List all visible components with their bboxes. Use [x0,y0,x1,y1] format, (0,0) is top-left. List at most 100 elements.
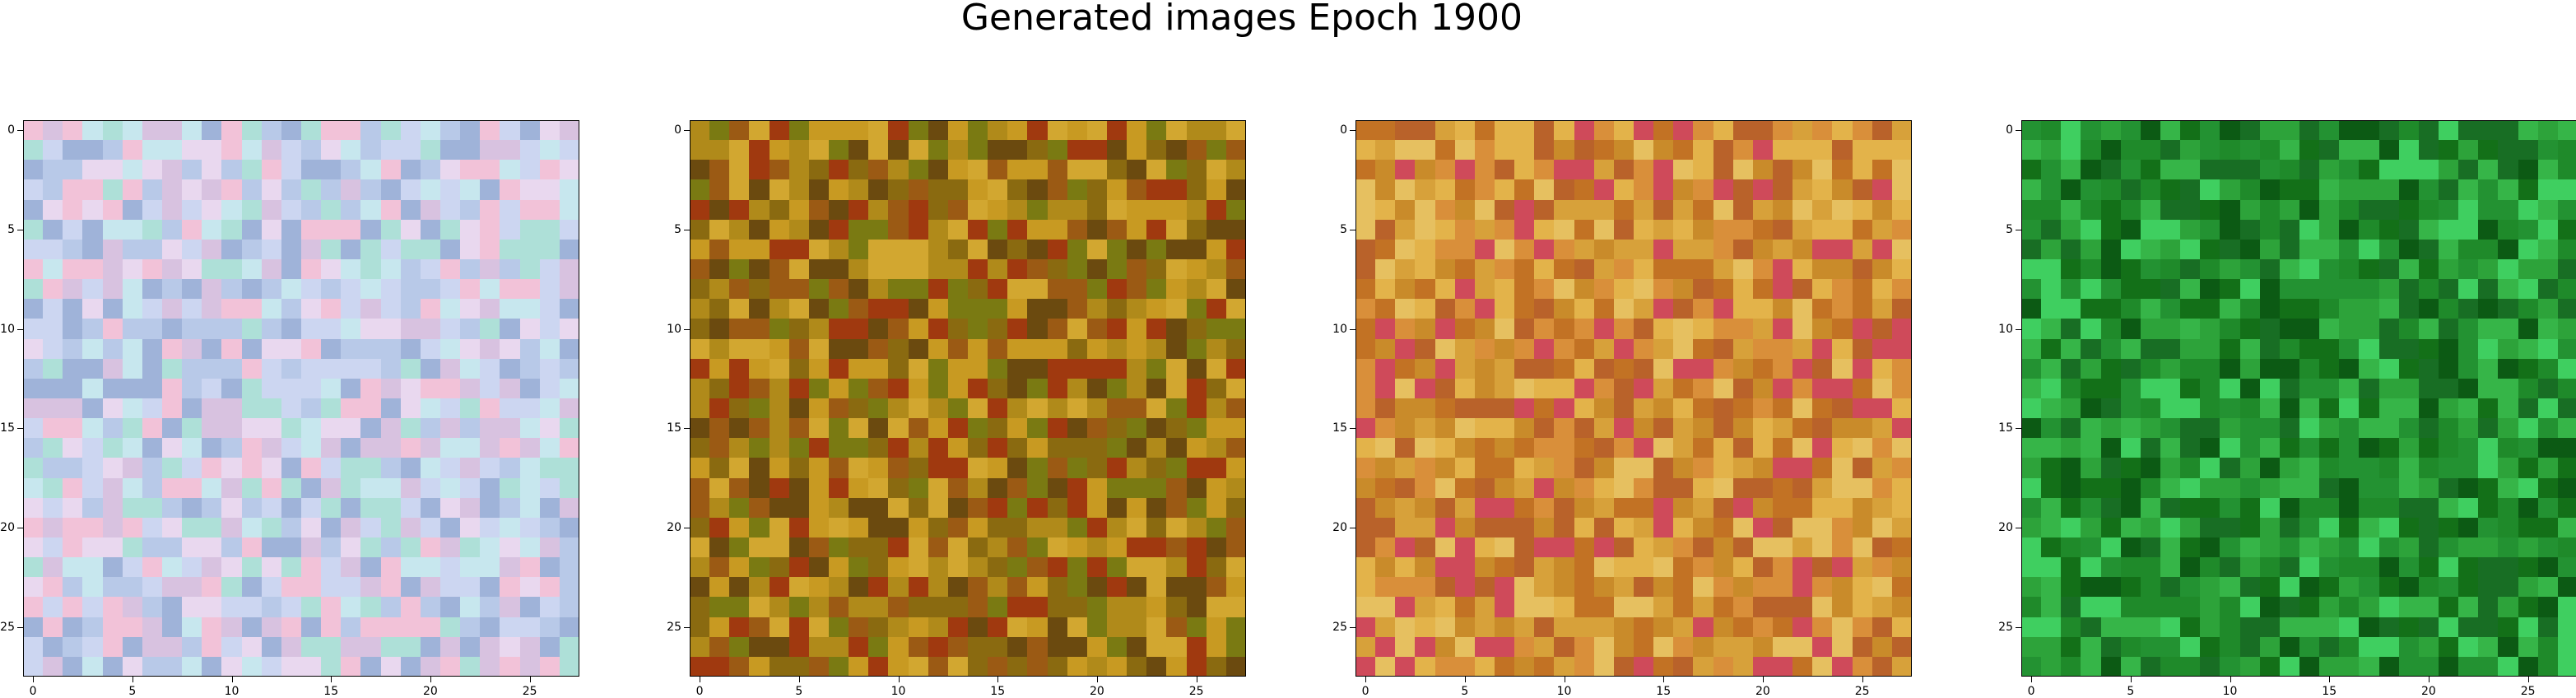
pixel [1772,199,1793,220]
pixel [439,378,461,398]
pixel [868,636,889,657]
pixel [2398,179,2419,200]
pixel [519,378,540,398]
pixel [1454,418,1475,439]
pixel [23,378,44,398]
pixel [420,258,440,280]
pixel [1832,378,1853,398]
pixel [1206,458,1226,478]
pixel [1891,299,1912,319]
pixel [788,319,809,339]
pixel [1772,517,1793,537]
pixel [1127,458,1147,478]
pixel [1127,636,1147,657]
pixel [849,140,869,161]
pixel [2279,338,2299,359]
pixel [261,537,281,558]
pixel [808,258,829,280]
pixel [1454,477,1475,498]
pixel [1852,378,1872,398]
pixel [1872,358,1892,379]
pixel [500,617,520,637]
pixel [2319,140,2340,161]
pixel [1494,636,1515,657]
pixel [2140,418,2160,439]
pixel [1007,398,1028,419]
pixel [519,477,540,498]
pixel [2200,179,2220,200]
pixel [1166,418,1187,439]
pixel [559,636,579,657]
pixel [1415,358,1435,379]
pixel [1434,557,1455,578]
pixel [539,140,560,161]
pixel [2557,458,2576,478]
pixel [1146,636,1167,657]
pixel [1415,199,1435,220]
pixel [928,299,948,319]
pixel [1534,258,1555,280]
pixel [2061,656,2081,677]
pixel [122,358,142,379]
pixel [142,636,162,657]
pixel [380,438,401,458]
pixel [1206,418,1226,439]
pixel [182,358,202,379]
pixel [420,537,440,558]
pixel [1872,517,1892,537]
pixel [1127,557,1147,578]
pixel [2398,537,2419,558]
pixel [967,557,988,578]
pixel [2041,258,2062,280]
pixel [2557,279,2576,300]
pixel [2378,258,2399,280]
pixel [360,179,381,200]
pixel [161,378,183,398]
pixel [1395,617,1416,637]
pixel [2418,557,2439,578]
pixel [1146,239,1167,259]
pixel [102,338,123,359]
pixel [241,597,262,617]
pixel [1225,617,1246,637]
x-tick-label: 0 [2027,685,2035,698]
pixel [1474,398,1495,419]
pixel [341,458,361,478]
pixel [2200,597,2220,617]
pixel [1454,338,1475,359]
pixel [2537,338,2558,359]
pixel [321,258,342,280]
pixel [2021,319,2042,339]
pixel [2498,140,2518,161]
pixel [102,120,123,141]
pixel [439,636,461,657]
pixel [2041,537,2062,558]
pixel [888,656,909,677]
pixel [182,458,202,478]
pixel [2081,279,2101,300]
pixel [2239,279,2260,300]
pixel [2299,458,2320,478]
pixel [1186,160,1207,180]
pixel [2359,458,2379,478]
pixel [82,477,103,498]
pixel [1494,557,1515,578]
pixel [2061,597,2081,617]
pixel [261,179,281,200]
pixel [1832,617,1853,637]
y-tick-label: 5 [2006,222,2013,236]
pixel [1812,279,1833,300]
pixel [122,636,142,657]
pixel [2160,517,2181,537]
pixel [460,179,481,200]
pixel [1474,338,1495,359]
pixel [1474,319,1495,339]
pixel [2279,458,2299,478]
y-tick [2016,428,2021,430]
pixel [849,160,869,180]
pixel [2081,418,2101,439]
pixel [2458,577,2479,598]
pixel [360,338,381,359]
pixel [341,219,361,240]
pixel [888,438,909,458]
